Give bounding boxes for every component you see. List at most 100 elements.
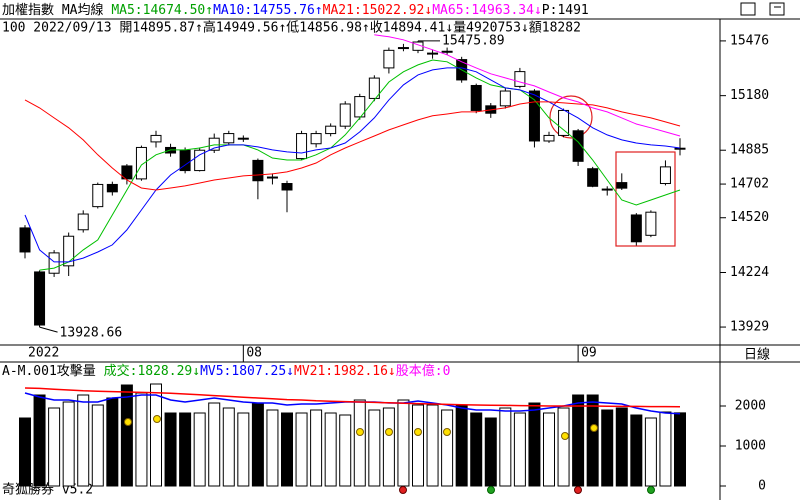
- candle-body: [106, 183, 118, 193]
- candle-body: [237, 137, 249, 140]
- candle-body: [427, 52, 439, 55]
- window-button[interactable]: [740, 2, 756, 16]
- volume-title: A-M.001攻擊量 成交:1828.29↓MV5:1807.25↓MV21:1…: [2, 363, 450, 379]
- x-tick-label: 09: [581, 346, 597, 361]
- mv-line: [24, 387, 681, 408]
- volume-bar: [543, 412, 555, 487]
- volume-bar: [251, 402, 264, 487]
- candle-body: [441, 50, 453, 53]
- ma-line: [39, 59, 681, 271]
- candle-body: [674, 147, 686, 150]
- signal-dot: [487, 486, 495, 494]
- signal-dot: [647, 486, 655, 494]
- candle-body: [368, 77, 380, 99]
- signal-dot: [561, 432, 569, 440]
- volume-bar: [455, 404, 468, 487]
- volume-bar: [513, 412, 526, 487]
- volume-bar: [48, 407, 61, 487]
- volume-bar: [615, 407, 628, 487]
- signal-dot: [399, 486, 407, 494]
- volume-bar: [222, 407, 235, 487]
- candle-body: [121, 165, 133, 180]
- y-tick-label: 14702: [730, 177, 769, 192]
- candle-body: [587, 168, 599, 187]
- highlight-box: [615, 151, 676, 247]
- volume-bar: [266, 409, 279, 487]
- header-info: 100 2022/09/13 開14895.87↑高14949.56↑低1485…: [2, 20, 581, 36]
- candle-body: [34, 271, 46, 326]
- volume-bar: [572, 394, 585, 487]
- signal-dot: [414, 428, 422, 436]
- signal-dot: [443, 428, 451, 436]
- candle-body: [135, 146, 147, 180]
- volume-bar: [586, 394, 599, 487]
- signal-dot: [356, 428, 364, 436]
- volume-bar: [484, 417, 497, 487]
- text-segment: MA21:15022.92↓: [323, 3, 433, 18]
- text-segment: 成交:1828.29↓: [104, 363, 200, 379]
- text-segment: MA5:14674.50↑: [111, 3, 213, 18]
- candle-body: [558, 109, 570, 136]
- signal-dot: [124, 418, 132, 426]
- candle-body: [572, 130, 584, 162]
- volume-bar: [659, 411, 672, 487]
- y-tick-label: 0: [758, 479, 766, 494]
- header-line: 加權指數 MA均線 MA5:14674.50↑MA10:14755.76↑MA2…: [2, 2, 589, 18]
- candle-body: [310, 133, 322, 145]
- candle-body: [194, 149, 206, 172]
- candle-body: [150, 134, 162, 143]
- candle-body: [63, 235, 75, 267]
- volume-bar: [281, 412, 293, 487]
- candle-body: [514, 71, 526, 87]
- candle-body: [252, 159, 264, 182]
- candle-body: [339, 103, 351, 127]
- x-tick-label: 08: [246, 346, 262, 361]
- volume-bar: [164, 412, 177, 487]
- candle-body: [499, 90, 511, 107]
- candle-body: [616, 182, 628, 189]
- volume-bar: [441, 409, 454, 487]
- candle-body: [354, 96, 366, 118]
- text-segment: MV5:1807.25↓: [200, 364, 294, 379]
- volume-bar: [295, 412, 308, 487]
- signal-dot: [153, 415, 161, 423]
- candle-body: [325, 125, 337, 135]
- signal-dot: [574, 486, 582, 494]
- volume-bar: [557, 407, 570, 487]
- y-tick-label: 2000: [735, 399, 766, 414]
- candle-body: [92, 183, 104, 208]
- window-button[interactable]: [769, 2, 785, 16]
- candle-body: [208, 137, 220, 151]
- text-segment: P:1491: [542, 3, 589, 18]
- volume-bar: [353, 399, 366, 487]
- candle-body: [19, 227, 31, 253]
- signal-dot: [385, 428, 393, 436]
- volume-bar: [77, 394, 90, 487]
- volume-bar: [630, 414, 643, 487]
- volume-bar: [179, 412, 192, 487]
- volume-bar: [382, 407, 395, 487]
- volume-bar: [135, 392, 148, 487]
- y-tick-label: 15476: [730, 33, 769, 48]
- y-tick-label: 14224: [730, 265, 769, 280]
- volume-bar: [339, 414, 352, 487]
- text-segment: MA10:14755.76↑: [213, 3, 323, 18]
- ma-line: [374, 34, 681, 137]
- volume-bar: [644, 417, 657, 487]
- candle-body: [601, 188, 613, 191]
- ma-line: [24, 67, 681, 263]
- volume-bar: [368, 409, 381, 487]
- highlight-circle: [549, 95, 593, 139]
- candle-body: [281, 183, 293, 191]
- candle-body: [266, 176, 278, 179]
- text-segment: A-M.001攻擊量: [2, 363, 104, 379]
- y-tick-label: 13929: [730, 320, 769, 335]
- candle-body: [528, 90, 540, 142]
- annotation-leader: [39, 326, 58, 333]
- y-tick-label: 14885: [730, 143, 769, 158]
- signal-dot: [590, 424, 598, 432]
- text-segment: MV21:1982.16↓: [294, 364, 396, 379]
- volume-bar: [674, 412, 686, 487]
- candle-body: [659, 166, 671, 185]
